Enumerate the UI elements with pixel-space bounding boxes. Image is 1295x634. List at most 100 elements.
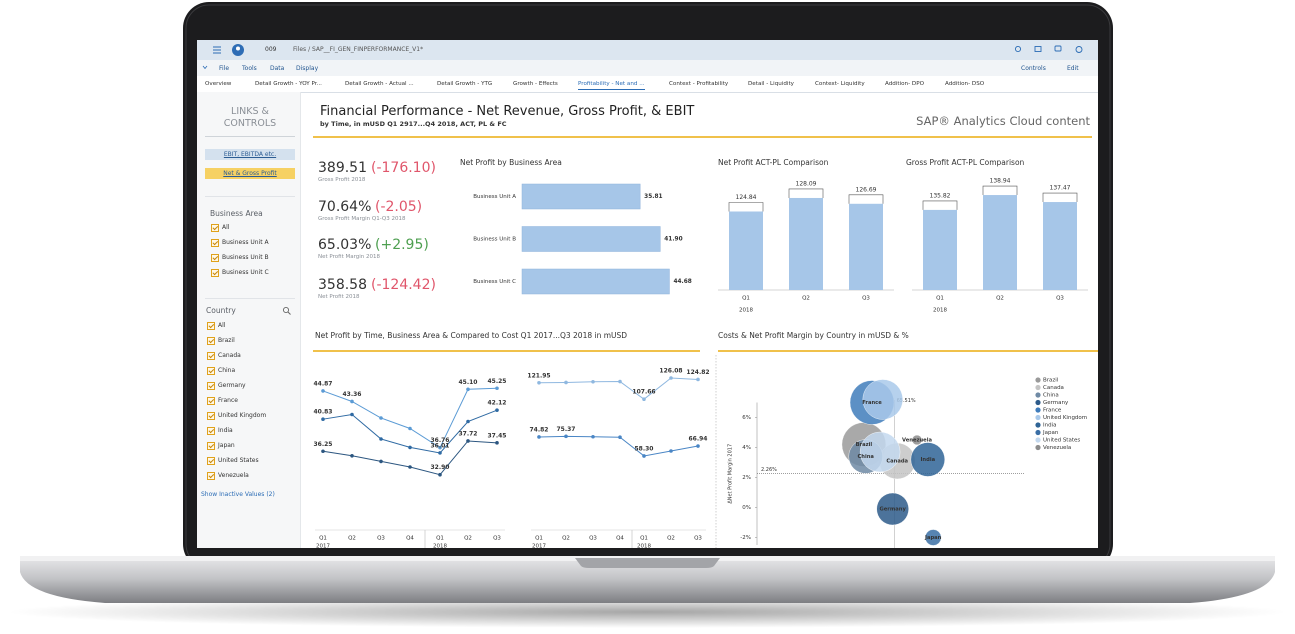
- checkbox[interactable]: [207, 322, 215, 330]
- x-tick-label: Q3: [589, 536, 597, 542]
- point: [408, 465, 412, 469]
- comparison-bracket: [922, 200, 958, 210]
- x-tick-label: Q3: [694, 536, 702, 542]
- tab[interactable]: Context- Liquidity: [815, 81, 865, 87]
- kpi-label: Gross Profit 2018: [318, 177, 366, 183]
- point: [642, 454, 646, 458]
- checkbox[interactable]: [207, 397, 215, 405]
- help-icon[interactable]: [1075, 46, 1083, 53]
- checkbox[interactable]: [207, 457, 215, 465]
- chart-title: Net Profit by Time, Business Area & Comp…: [315, 331, 627, 340]
- kpi-label: Net Profit Margin 2018: [318, 254, 381, 260]
- checkbox[interactable]: [211, 224, 219, 232]
- bubble-label: Japan: [924, 535, 942, 541]
- show-inactive[interactable]: Show Inactive Values (2): [201, 491, 275, 498]
- checkbox[interactable]: [207, 382, 215, 390]
- checkbox[interactable]: [207, 442, 215, 450]
- point: [466, 387, 470, 392]
- shell-bar: 009 Files / SAP__FI_GEN_FINPERFORMANCE_V…: [197, 40, 1098, 60]
- point: [350, 454, 354, 458]
- point: [642, 397, 646, 401]
- menu-icon[interactable]: [213, 46, 221, 54]
- point: [591, 379, 595, 384]
- legend-marker: [1035, 437, 1041, 443]
- divider: [205, 136, 295, 137]
- bar: [789, 197, 823, 290]
- value-label: 36.01: [431, 442, 450, 449]
- menu-item[interactable]: Controls: [1021, 65, 1046, 72]
- legend-marker: [1035, 407, 1041, 413]
- tab[interactable]: Detail Growth - Actual ...: [345, 81, 414, 87]
- legend-label: France: [1043, 408, 1062, 414]
- legend-label: India: [1043, 423, 1057, 429]
- menu-item[interactable]: Display: [296, 65, 319, 72]
- checkbox[interactable]: [211, 239, 219, 247]
- value-label: 137.47: [1050, 185, 1071, 192]
- value-label: 128.09: [796, 180, 817, 187]
- tab[interactable]: Detail - Liquidity: [748, 81, 794, 87]
- kpi-value: 65.03%: [318, 237, 372, 253]
- checkbox[interactable]: [207, 337, 215, 345]
- checkbox-label: All: [218, 322, 226, 329]
- x-tick-label: Q2: [802, 296, 810, 302]
- checkbox[interactable]: [207, 412, 215, 420]
- x-tick-label: Q2: [667, 536, 675, 542]
- brand: SAP® Analytics Cloud content: [916, 114, 1090, 128]
- menu-item[interactable]: Edit: [1067, 65, 1079, 72]
- comparison-bracket: [788, 188, 824, 198]
- checkbox[interactable]: [207, 367, 215, 375]
- legend-marker: [1035, 444, 1041, 451]
- section-rule: [313, 350, 700, 352]
- y-tick-label: -2%: [740, 535, 751, 541]
- tab[interactable]: Addition- DSO: [945, 81, 985, 87]
- kpi-value: 358.58: [318, 277, 367, 293]
- tab[interactable]: Growth - Effects: [513, 81, 558, 87]
- kpi-value: 70.64%: [318, 199, 372, 215]
- menu-item[interactable]: Data: [270, 65, 285, 72]
- checkbox-label: Japan: [218, 442, 235, 449]
- search-icon[interactable]: [1014, 45, 1022, 53]
- checkbox[interactable]: [207, 472, 215, 480]
- legend-label: Germany: [1043, 400, 1069, 406]
- tab[interactable]: Detail Growth - YOY Pr...: [255, 81, 322, 87]
- legend-marker: [1035, 422, 1041, 428]
- y-axis-title: ΔNet Profit Margin 2017: [728, 444, 734, 504]
- collapse-icon[interactable]: [200, 60, 210, 76]
- value-label: 40.83: [314, 409, 333, 416]
- page-title: Financial Performance - Net Revenue, Gro…: [320, 104, 695, 119]
- point: [618, 379, 622, 384]
- checkbox[interactable]: [211, 269, 219, 277]
- search-icon[interactable]: [282, 306, 292, 316]
- kpi-delta: (-2.05): [375, 199, 423, 215]
- tab[interactable]: Context - Profitability: [669, 81, 729, 87]
- bubble-label: Germany: [880, 507, 907, 513]
- bubble-label: India: [920, 457, 935, 463]
- legend-marker: [1035, 377, 1041, 383]
- point: [321, 389, 325, 393]
- chat-icon[interactable]: [1054, 45, 1062, 52]
- tab[interactable]: Profitability - Net and ...: [578, 81, 645, 90]
- chart-title: Costs & Net Profit Margin by Country in …: [718, 331, 909, 340]
- charts: Net Profit by Business Area Business Unit…: [314, 158, 1088, 549]
- menu-item[interactable]: File: [219, 65, 230, 72]
- chart-title: Net Profit by Business Area: [460, 158, 562, 167]
- checkbox[interactable]: [211, 254, 219, 262]
- x-tick-label: Q2: [562, 536, 570, 542]
- kpi-label: Net Profit 2018: [318, 294, 360, 300]
- value-label: 58.30: [635, 445, 654, 452]
- checkbox[interactable]: [207, 352, 215, 360]
- year-label: 2017: [532, 544, 546, 549]
- checkbox-label: Germany: [218, 382, 246, 389]
- menu-item[interactable]: Tools: [242, 65, 257, 72]
- point: [438, 445, 442, 450]
- x-tick-label: Q1: [319, 536, 327, 542]
- link-button[interactable]: Net & Gross Profit: [205, 168, 295, 179]
- notify-icon[interactable]: [1034, 46, 1042, 52]
- checkbox[interactable]: [207, 427, 215, 435]
- tab[interactable]: Detail Growth - YTG: [437, 81, 493, 87]
- breadcrumb[interactable]: Files / SAP__FI_GEN_FINPERFORMANCE_V1*: [293, 46, 424, 53]
- value-label: 126.08: [659, 368, 682, 375]
- link-button[interactable]: EBIT, EBITDA etc.: [205, 149, 295, 160]
- tab[interactable]: Overview: [205, 81, 232, 87]
- tab[interactable]: Addition- DPO: [885, 81, 924, 87]
